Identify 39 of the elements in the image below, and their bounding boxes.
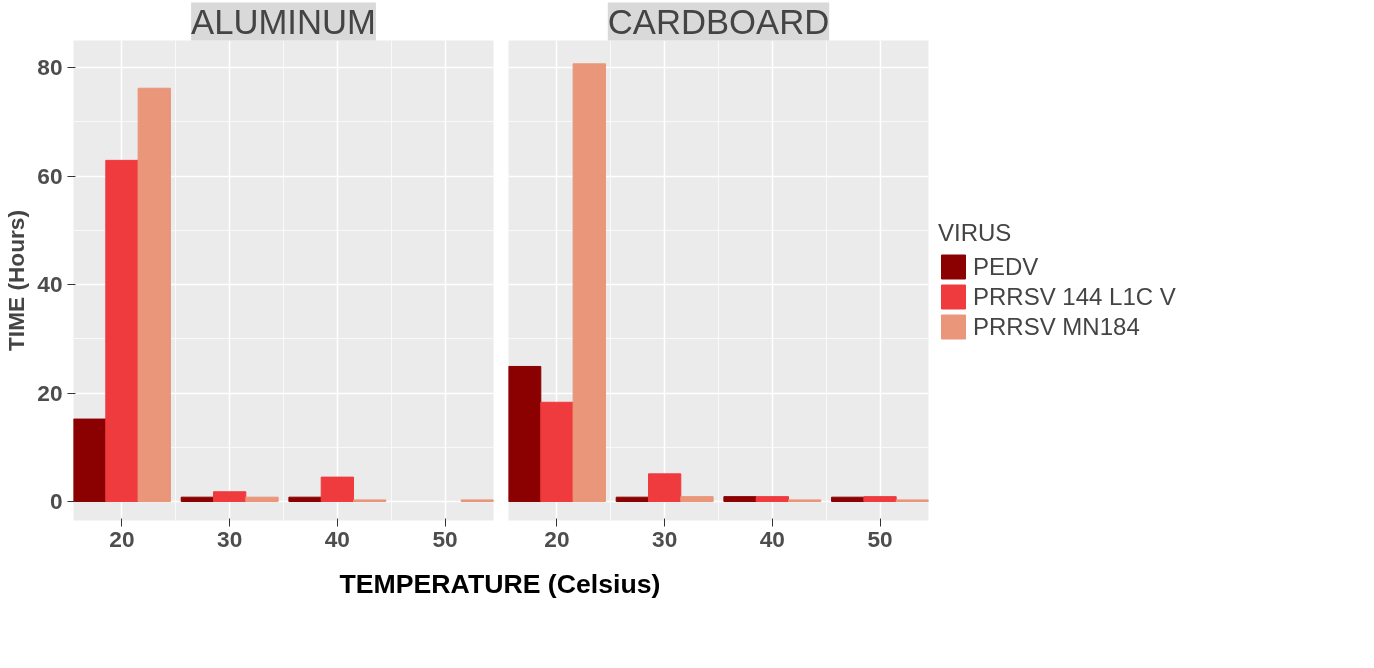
y-axis-title: TIME (Hours) (3, 210, 30, 351)
legend-label: PRRSV MN184 (973, 312, 1140, 341)
bar (180, 496, 214, 503)
x-tick-label: 30 (217, 525, 243, 552)
y-tick-label: 0 (49, 488, 63, 515)
y-tick-label: 40 (37, 271, 63, 298)
x-tick-label: 30 (652, 525, 678, 552)
x-axis-title: TEMPERATURE (Celsius) (339, 568, 661, 601)
chart-title: ALUMINUM (191, 2, 376, 41)
x-tick-label: 20 (544, 525, 570, 552)
bar (508, 365, 542, 503)
legend-title: VIRUS (938, 218, 1013, 247)
y-tick-label: 80 (37, 54, 63, 81)
bar (755, 496, 789, 503)
bar (831, 496, 865, 503)
bar (320, 476, 354, 503)
bar (680, 496, 714, 503)
bar (73, 418, 107, 503)
x-tick-label: 40 (759, 525, 785, 552)
bar (863, 496, 897, 503)
bar (213, 491, 247, 503)
x-tick-label: 40 (324, 525, 350, 552)
bar (615, 496, 649, 503)
bar (723, 496, 757, 503)
legend-label: PRRSV 144 L1C V (973, 282, 1176, 311)
x-tick-label: 20 (109, 525, 135, 552)
legend-label: PEDV (973, 252, 1039, 281)
bar (105, 159, 139, 503)
bar (648, 473, 682, 503)
bar (245, 496, 279, 503)
bar (288, 496, 322, 503)
x-tick-label: 50 (867, 525, 893, 552)
bar (540, 401, 574, 503)
bar (572, 63, 606, 503)
chart-title: CARDBOARD (607, 2, 830, 41)
x-tick-label: 50 (432, 525, 458, 552)
y-tick-label: 20 (37, 379, 63, 406)
bar (137, 87, 171, 503)
y-tick-label: 60 (37, 162, 63, 189)
